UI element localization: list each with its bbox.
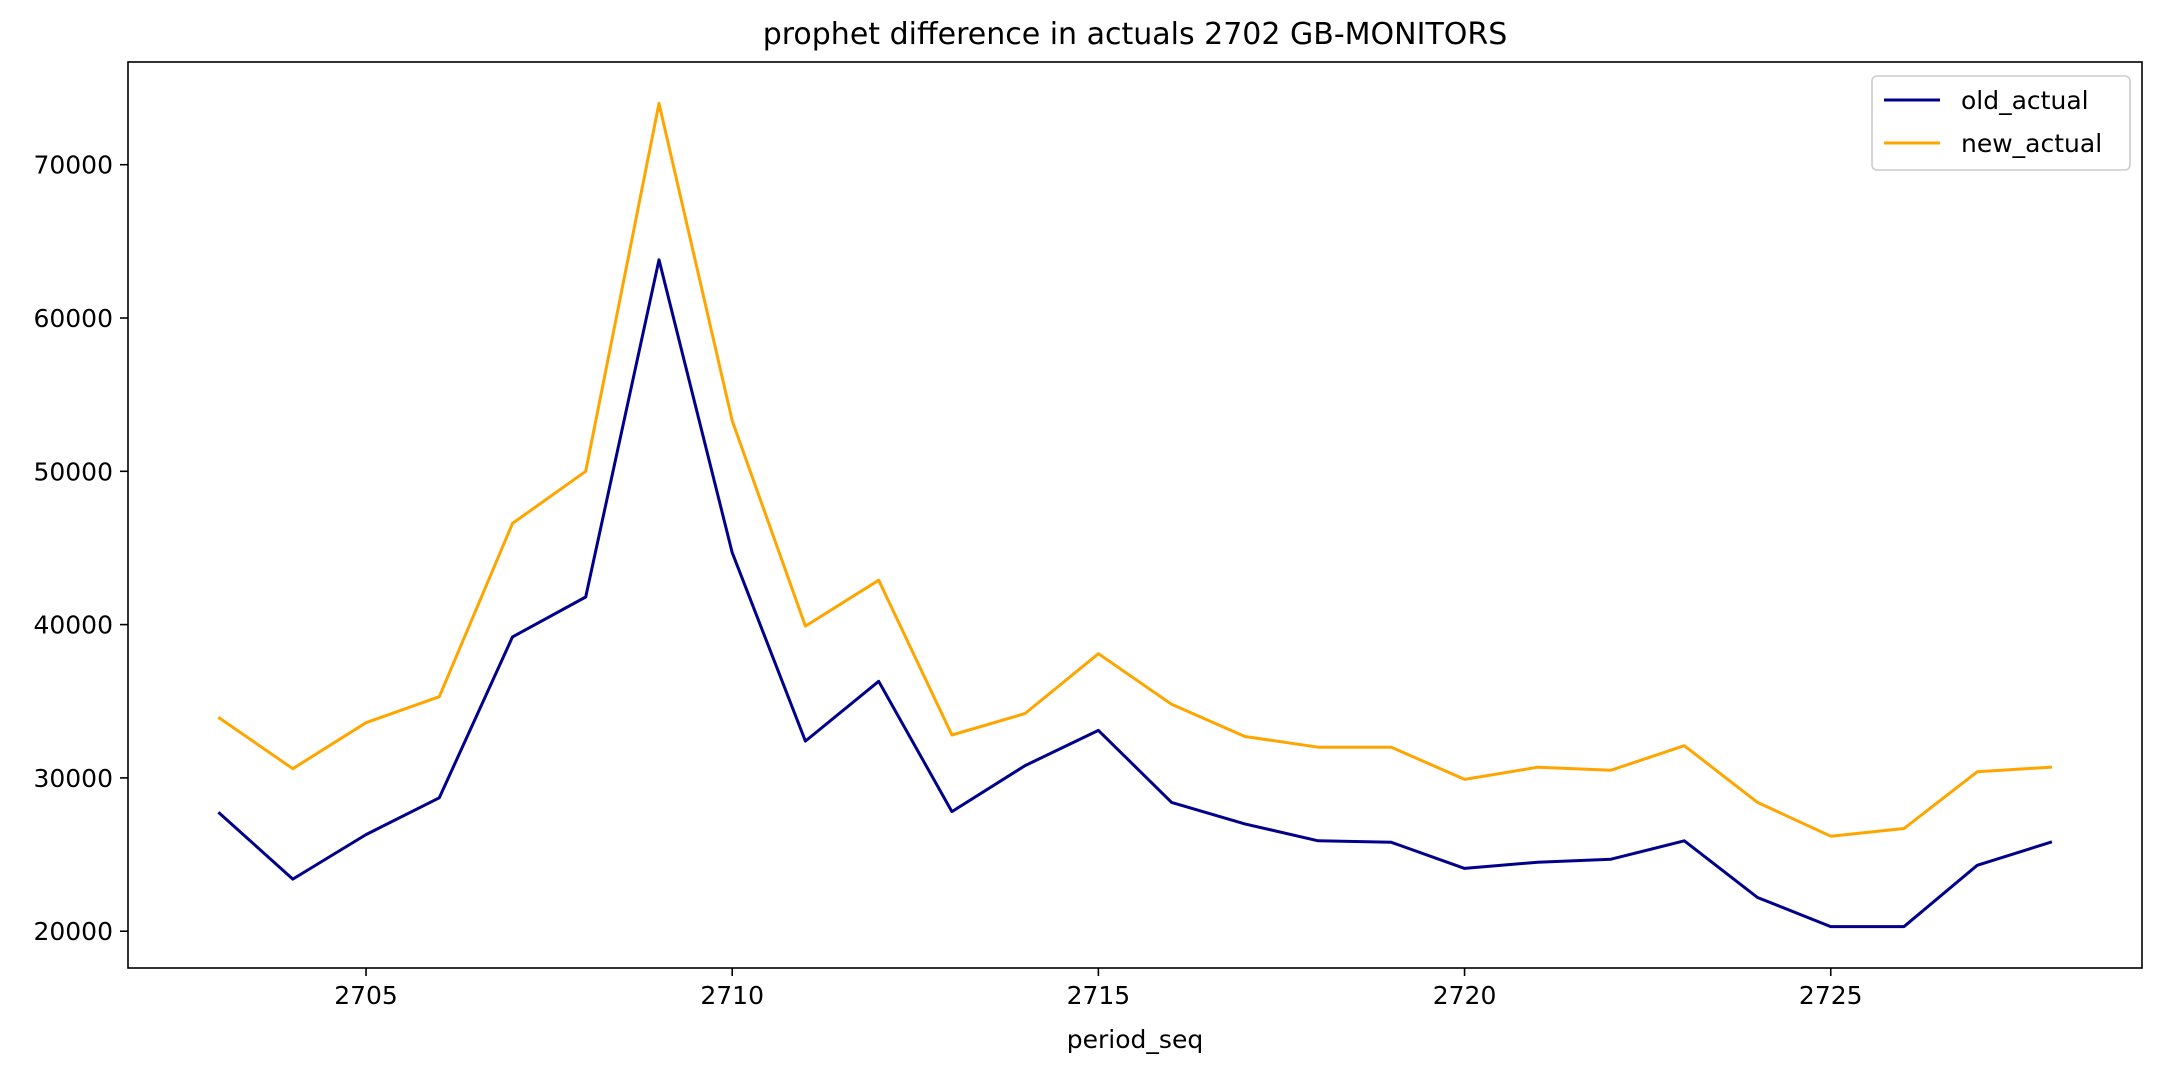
x-tick-label: 2720 [1433, 981, 1497, 1010]
chart-title: prophet difference in actuals 2702 GB-MO… [763, 17, 1508, 52]
y-tick-label: 40000 [33, 611, 113, 640]
x-axis: 2705 2710 2715 2720 2725 [334, 968, 1863, 1010]
x-tick-label: 2715 [1067, 981, 1131, 1010]
plot-area-frame [127, 61, 2143, 969]
series-line-old-actual [217, 258, 2053, 929]
y-axis: 20000 30000 40000 50000 60000 70000 [33, 151, 128, 946]
x-tick-label: 2710 [700, 981, 764, 1010]
series-layer [217, 101, 2053, 929]
legend: old_actual new_actual [1871, 75, 2131, 171]
y-tick-label: 70000 [33, 151, 113, 180]
legend-label-old-actual: old_actual [1961, 86, 2089, 115]
x-axis-label: period_seq [1067, 1025, 1203, 1054]
series-line-new-actual [217, 101, 2053, 838]
y-tick-label: 30000 [33, 764, 113, 793]
y-tick-label: 50000 [33, 457, 113, 486]
y-tick-label: 60000 [33, 304, 113, 333]
x-tick-label: 2705 [334, 981, 398, 1010]
x-tick-label: 2725 [1799, 981, 1863, 1010]
legend-label-new-actual: new_actual [1961, 129, 2102, 158]
y-tick-label: 20000 [33, 917, 113, 946]
